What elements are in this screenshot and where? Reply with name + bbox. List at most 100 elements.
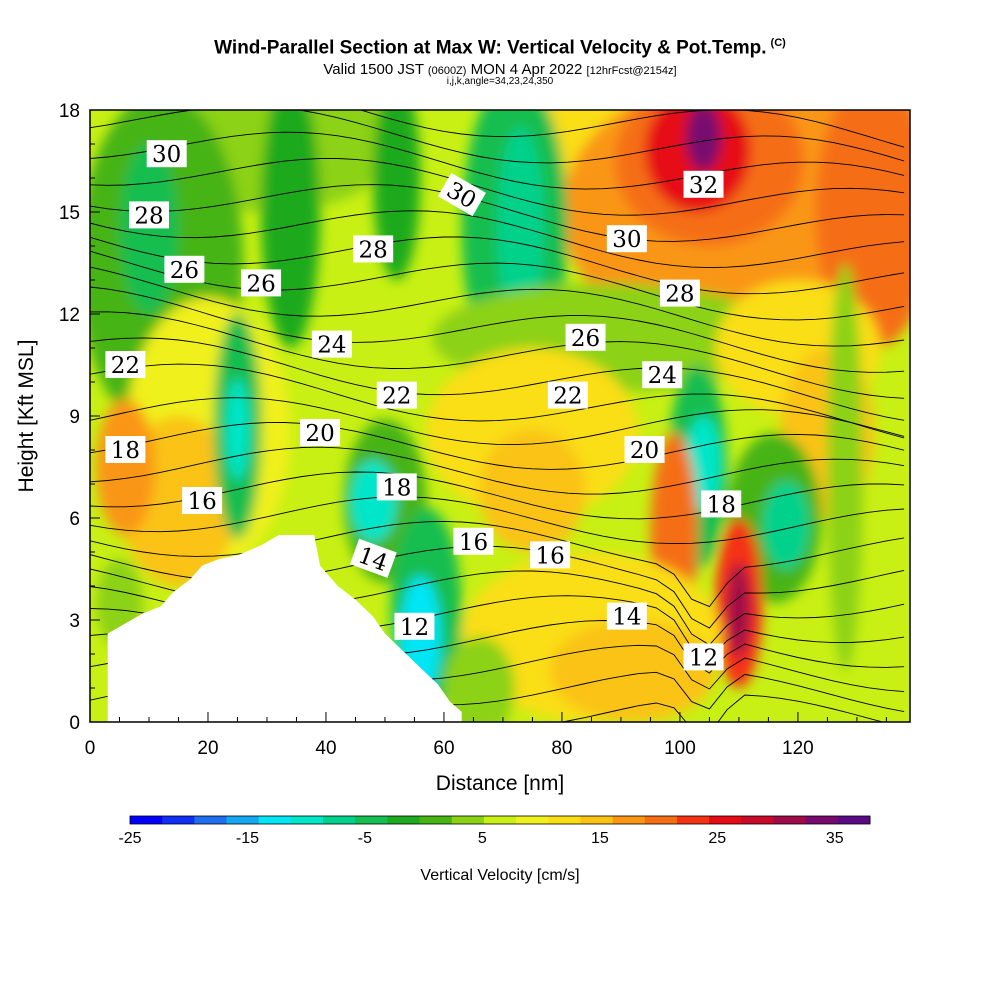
colorbar-swatch	[387, 816, 421, 824]
terrain	[107, 535, 462, 722]
y-axis: 0 3 6 9 12 15 18	[59, 101, 100, 734]
isentrope-label: 16	[453, 527, 494, 556]
isentrope-label-text: 30	[152, 142, 181, 168]
isentrope-label-box	[182, 487, 223, 514]
isentrope-label-text: 22	[382, 384, 411, 410]
isentrope-label: 16	[182, 487, 223, 515]
isentrope-label-text: 32	[689, 173, 718, 199]
x-tick-label: 100	[664, 738, 696, 759]
colorbar-tick-label: 35	[826, 830, 844, 847]
isentrope-label-box	[105, 351, 146, 378]
colorbar-swatch	[741, 816, 774, 824]
isentrope-label-box	[565, 323, 606, 351]
colorbar-tick-label: 15	[591, 830, 609, 847]
colorbar: -25 -15 -5 5 15 25 35	[118, 815, 871, 847]
isentrope-label: 14	[606, 602, 647, 631]
isentrope-label-text: 28	[134, 203, 163, 229]
isentrope-label: 18	[376, 473, 417, 501]
isentrope-label: 32	[683, 170, 724, 199]
isentrope-line	[90, 397, 905, 446]
isentrope-label-text: 18	[111, 438, 140, 464]
isentrope-label: 26	[164, 255, 205, 284]
isentrope-label-box	[300, 419, 341, 446]
colorbar-swatch	[805, 816, 839, 824]
isentrope-label-box	[659, 279, 700, 307]
x-tick-label: 60	[433, 738, 454, 759]
isentrope-line	[90, 520, 905, 608]
isentrope-label: 22	[105, 351, 146, 379]
colorbar-frame	[129, 815, 871, 825]
colorbar-swatch	[194, 816, 228, 824]
isentrope-label-text: 12	[400, 615, 429, 641]
isentrope-label-text: 24	[648, 363, 677, 389]
isentrope-label: 12	[683, 643, 724, 671]
y-tick-label: 9	[69, 407, 80, 428]
isentrope-label-box	[437, 172, 486, 217]
colorbar-swatch	[580, 816, 614, 824]
isentrope-label: 16	[530, 541, 571, 569]
x-tick-label: 0	[85, 738, 96, 759]
velocity-blob	[443, 637, 515, 722]
isentrope-line	[90, 446, 905, 495]
isentrope-label-text: 16	[536, 543, 565, 569]
chart-title: Wind-Parallel Section at Max W: Vertical…	[214, 37, 786, 59]
x-tick-label: 40	[315, 738, 336, 759]
isentrope-label-text: 28	[359, 237, 388, 263]
isentrope-label-text: 30	[612, 227, 641, 253]
velocity-blob	[497, 127, 545, 331]
isentrope-line	[90, 158, 905, 216]
isentrope-label-box	[164, 255, 205, 283]
colorbar-tick-label: 25	[708, 830, 726, 847]
colorbar-swatch	[676, 816, 710, 824]
isentrope-label-box	[683, 643, 724, 671]
y-tick-label: 0	[69, 713, 80, 734]
isentrope-label-text: 26	[571, 326, 600, 352]
isentrope-label: 26	[565, 323, 606, 352]
isentrope-label-box	[146, 140, 187, 168]
isentrope-label-box	[311, 330, 352, 358]
isentrope-line	[90, 337, 905, 421]
isentrope-line	[90, 210, 905, 269]
isentrope-label-text: 24	[317, 333, 346, 359]
isentrope-label: 24	[311, 330, 352, 359]
colorbar-swatch	[644, 816, 678, 824]
colorbar-tick-label: -5	[358, 830, 372, 847]
colorbar-swatch	[323, 816, 356, 824]
isentrope-label: 18	[701, 490, 742, 518]
isentrope-label-text: 14	[612, 605, 641, 631]
y-axis-title: Height [Kft MSL]	[15, 340, 38, 493]
isentrope-label: 20	[624, 436, 665, 464]
isentrope-label-text: 26	[246, 271, 275, 297]
isentrope-line	[90, 131, 905, 190]
isentrope-line	[90, 471, 905, 520]
section-indices: i,j,k,angle=34,23,24,350	[446, 76, 554, 87]
isentrope-line	[90, 422, 905, 470]
x-tick-label: 20	[197, 738, 218, 759]
isentrope-line	[90, 311, 905, 399]
colorbar-swatch	[773, 816, 807, 824]
velocity-blob	[95, 399, 155, 535]
isentrope-label-box	[376, 381, 417, 409]
isentrope-label-box	[624, 436, 665, 463]
isentrope-label: 28	[128, 201, 169, 229]
isentrope-label: 20	[300, 419, 341, 447]
colorbar-swatch	[451, 816, 485, 824]
velocity-blob	[827, 263, 863, 671]
isentrope-label-box	[701, 490, 742, 518]
isentrope-label-box	[606, 225, 647, 253]
y-tick-label: 3	[69, 611, 80, 632]
isentrope-label-box	[128, 201, 169, 229]
isentrope-label: 28	[353, 235, 394, 263]
isentrope-label-text: 26	[170, 258, 199, 284]
colorbar-swatch	[837, 816, 871, 824]
y-tick-label: 12	[59, 305, 80, 326]
x-axis-title: Distance [nm]	[436, 772, 564, 795]
velocity-blob	[685, 110, 722, 172]
x-tick-label: 80	[551, 738, 572, 759]
colorbar-swatch	[355, 816, 388, 824]
velocity-blob	[119, 144, 179, 314]
velocity-blob	[727, 562, 751, 658]
isentrope-label: 28	[659, 279, 700, 308]
isentrope-label: 30	[606, 225, 647, 253]
